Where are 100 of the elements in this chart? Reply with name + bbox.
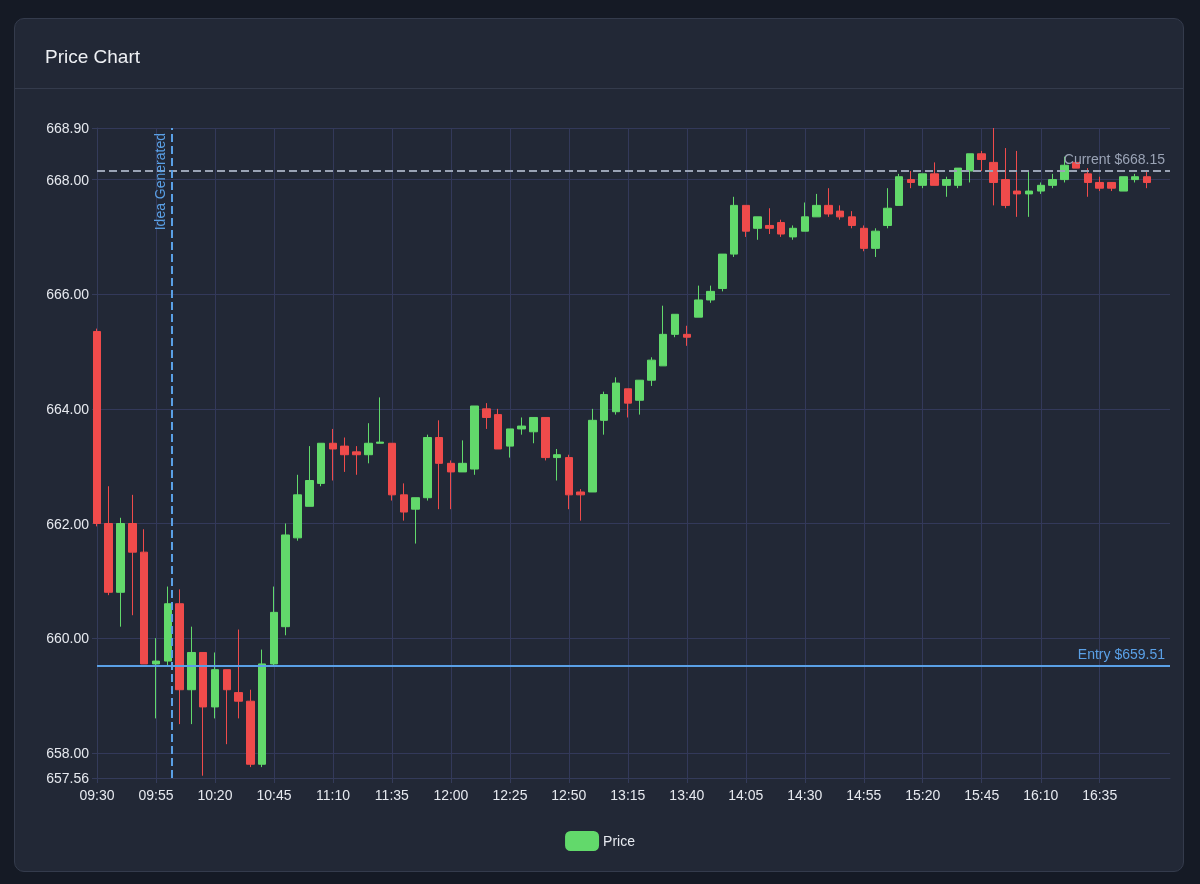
candlestick <box>352 445 361 476</box>
candlestick <box>305 445 314 507</box>
candlestick <box>116 517 125 628</box>
candlestick <box>435 419 443 510</box>
y-tick-label: 658.00 <box>46 744 90 761</box>
candlestick <box>742 204 750 238</box>
candlestick <box>871 227 880 258</box>
candlestick <box>104 485 113 596</box>
candlestick <box>187 626 196 725</box>
candlestick <box>482 402 491 430</box>
candlestick <box>246 689 255 768</box>
candlestick <box>789 224 797 241</box>
candlestick <box>753 216 762 241</box>
candlestick <box>801 202 809 232</box>
y-tick-label: 660.00 <box>46 630 90 647</box>
candlestick <box>340 437 349 473</box>
candlestick <box>565 454 573 510</box>
candlestick <box>848 210 856 229</box>
y-tick-label: 664.00 <box>46 400 90 417</box>
x-tick-label: 14:05 <box>728 787 764 803</box>
candlestick <box>765 207 774 235</box>
candlestick <box>576 488 585 522</box>
x-tick-label: 16:10 <box>1023 787 1059 803</box>
candlestick <box>895 173 903 206</box>
candlestick <box>883 187 892 229</box>
y-tick-label: 668.90 <box>46 120 90 136</box>
candlestick <box>1025 170 1033 218</box>
candlestick <box>966 153 974 183</box>
candlestick <box>388 442 396 502</box>
y-tick-label: 657.56 <box>46 770 90 786</box>
x-tick-label: 15:45 <box>964 787 1000 803</box>
x-tick-label: 11:10 <box>315 787 351 803</box>
candlestick <box>364 422 373 464</box>
candlestick <box>659 305 667 367</box>
candlestick <box>211 651 219 719</box>
candlestick <box>400 482 408 522</box>
candlestick <box>152 637 160 719</box>
candlestick <box>281 523 290 636</box>
x-tick-label: 12:00 <box>433 787 469 803</box>
candlestick <box>671 313 679 338</box>
candlestick <box>600 391 608 436</box>
candlestick <box>860 224 868 252</box>
candlestick <box>529 416 538 444</box>
candlestick <box>376 396 384 444</box>
candlestick <box>1107 181 1116 192</box>
candlestick <box>329 428 337 482</box>
x-tick-label: 13:15 <box>610 787 646 803</box>
candlestick <box>223 669 231 745</box>
x-tick-label: 14:30 <box>787 787 823 803</box>
candlestick <box>140 528 148 665</box>
candlestick <box>718 253 727 292</box>
candlestick <box>694 285 703 318</box>
y-tick-label: 662.00 <box>46 515 90 532</box>
candlestick <box>706 285 715 304</box>
x-tick-label: 09:55 <box>138 787 174 803</box>
x-tick-label: 13:40 <box>669 787 705 803</box>
candlestick <box>541 416 550 461</box>
x-tick-label: 14:55 <box>846 787 882 803</box>
candlestick <box>494 408 502 450</box>
x-tick-label: 15:20 <box>905 787 941 803</box>
candlestick <box>175 588 184 725</box>
candlestick <box>612 376 620 416</box>
candlestick <box>447 459 455 510</box>
x-tick-label: 12:25 <box>492 787 528 803</box>
candlestick <box>1048 173 1057 189</box>
candlestick <box>458 439 467 473</box>
candlestick <box>199 651 207 777</box>
ref-line-label: Idea Generated <box>152 133 169 231</box>
candlestick <box>293 474 302 542</box>
candlestick <box>270 586 278 668</box>
chart-title: Price Chart <box>45 46 141 67</box>
candlestick <box>777 219 785 238</box>
candlestick <box>506 428 514 459</box>
candlestick <box>930 161 939 186</box>
candlestick <box>1143 170 1151 189</box>
candlestick <box>258 649 266 768</box>
ref-line-label: Current $668.15 <box>1063 150 1166 167</box>
candlestick <box>989 127 998 206</box>
candlestick <box>907 170 915 189</box>
candlestick <box>1095 176 1104 192</box>
x-tick-label: 10:45 <box>256 787 292 803</box>
candlestick <box>317 442 325 487</box>
y-tick-label: 668.00 <box>46 171 90 188</box>
y-tick-label: 666.00 <box>46 286 90 303</box>
candlestick <box>553 448 561 482</box>
candlestick <box>1001 147 1010 209</box>
candlestick <box>1013 150 1021 218</box>
ref-line-label: Entry $659.51 <box>1077 646 1166 663</box>
x-tick-label: 16:35 <box>1082 787 1118 803</box>
candlestick <box>164 586 172 668</box>
candlestick <box>942 176 951 198</box>
candlestick <box>918 173 927 189</box>
candlestick <box>234 629 243 719</box>
candlestick <box>1084 167 1092 198</box>
candlestick <box>730 196 738 258</box>
candlestick <box>812 193 821 218</box>
candlestick <box>977 150 986 172</box>
candlestick <box>824 187 833 218</box>
candlestick <box>1037 181 1045 195</box>
candlestick <box>647 356 656 387</box>
